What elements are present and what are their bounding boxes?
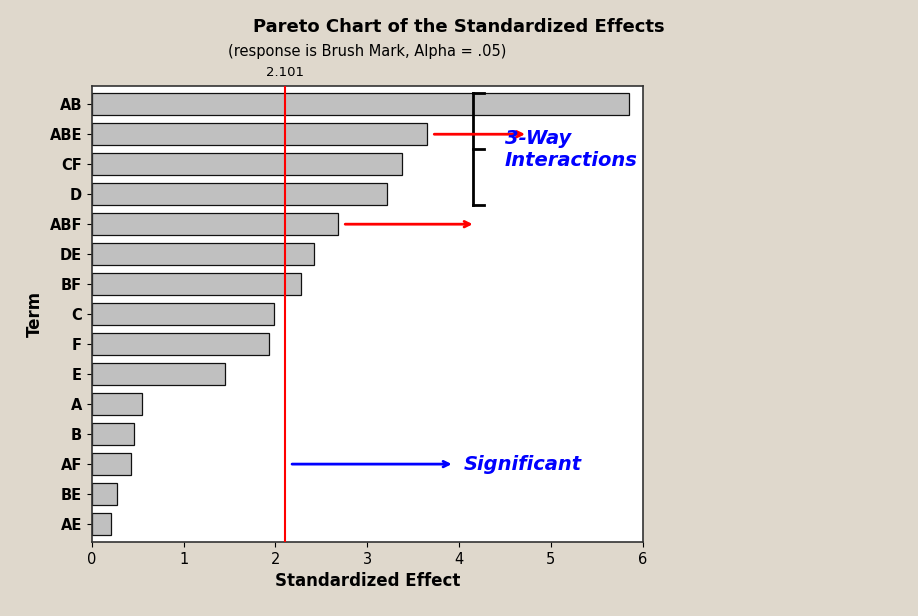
Bar bbox=[92, 394, 142, 415]
Text: 3-Way
Interactions: 3-Way Interactions bbox=[505, 129, 638, 170]
Bar bbox=[92, 423, 134, 445]
Bar bbox=[92, 243, 314, 265]
Bar bbox=[92, 184, 387, 205]
Bar bbox=[92, 333, 269, 355]
Bar bbox=[92, 363, 225, 385]
Bar bbox=[92, 274, 301, 295]
Bar bbox=[92, 484, 117, 505]
X-axis label: Standardized Effect: Standardized Effect bbox=[274, 572, 460, 590]
Bar bbox=[92, 123, 427, 145]
Bar bbox=[92, 153, 402, 175]
Text: 2.101: 2.101 bbox=[265, 66, 304, 79]
Bar bbox=[92, 453, 131, 475]
Text: Pareto Chart of the Standardized Effects: Pareto Chart of the Standardized Effects bbox=[253, 18, 665, 36]
Bar bbox=[92, 94, 629, 115]
Y-axis label: Term: Term bbox=[26, 291, 44, 337]
Text: Significant: Significant bbox=[464, 455, 582, 474]
Bar bbox=[92, 513, 111, 535]
Bar bbox=[92, 303, 274, 325]
Title: (response is Brush Mark, Alpha = .05): (response is Brush Mark, Alpha = .05) bbox=[228, 44, 507, 59]
Bar bbox=[92, 213, 338, 235]
